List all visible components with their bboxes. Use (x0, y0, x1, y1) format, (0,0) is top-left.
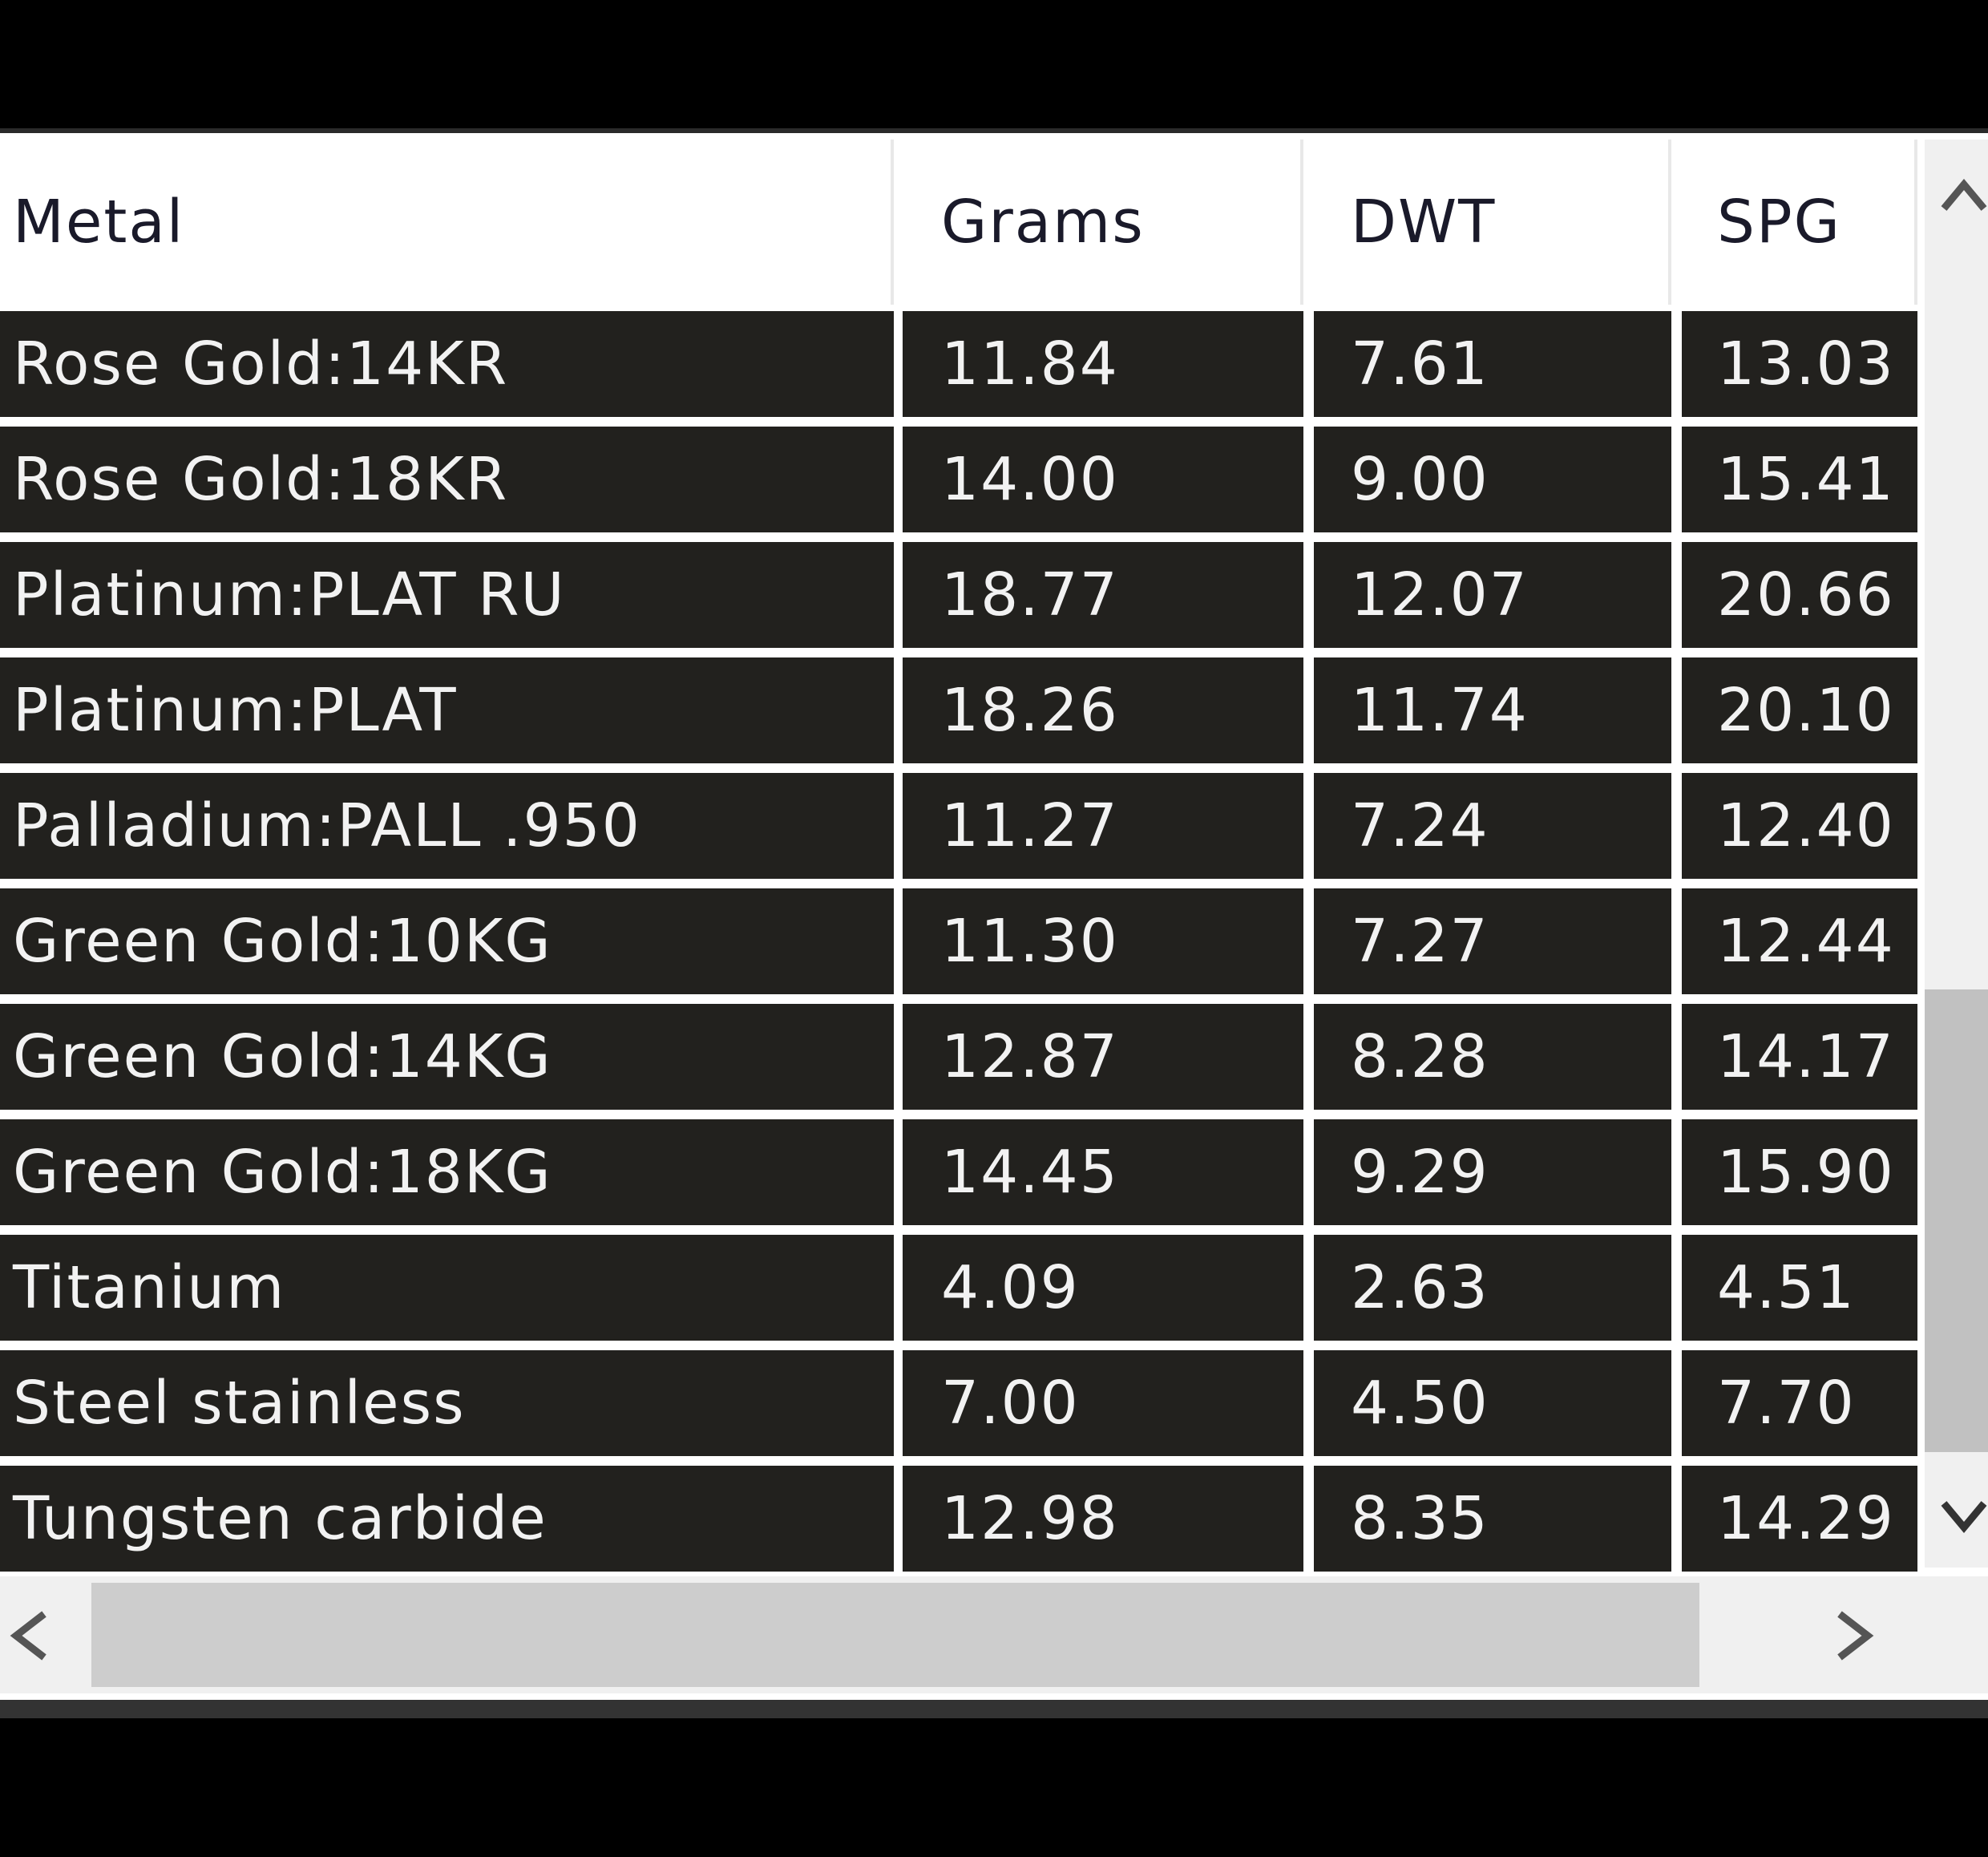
scroll-down-arrow[interactable] (1940, 1491, 1988, 1539)
column-header: Metal (0, 140, 894, 305)
table-cell: Rose Gold:18KR (0, 427, 894, 532)
table-cell: 15.41 (1682, 427, 1917, 532)
table-cell: 11.84 (903, 311, 1303, 417)
table-cell: 7.61 (1314, 311, 1671, 417)
table-cell: Green Gold:18KG (0, 1119, 894, 1225)
window-edge (0, 1700, 1988, 1718)
table-cell: 14.17 (1682, 1004, 1917, 1110)
table-cell: 11.30 (903, 888, 1303, 994)
table-cell: 14.45 (903, 1119, 1303, 1225)
table-cell: 18.26 (903, 657, 1303, 763)
table-cell: Titanium (0, 1235, 894, 1341)
vertical-scroll-thumb[interactable] (1925, 989, 1988, 1452)
table-cell: 4.51 (1682, 1235, 1917, 1341)
column-header: Grams (903, 140, 1303, 305)
table-cell: 7.27 (1314, 888, 1671, 994)
table-cell: 20.66 (1682, 542, 1917, 648)
table-cell: 13.03 (1682, 311, 1917, 417)
table-cell: Platinum:PLAT (0, 657, 894, 763)
table-cell: 7.24 (1314, 773, 1671, 879)
table-cell: 4.50 (1314, 1350, 1671, 1456)
scroll-left-arrow[interactable] (4, 1610, 52, 1661)
table-cell: 11.27 (903, 773, 1303, 879)
table-cell: 14.29 (1682, 1466, 1917, 1572)
table-cell: Green Gold:10KG (0, 888, 894, 994)
table-cell: 9.29 (1314, 1119, 1671, 1225)
scroll-up-arrow[interactable] (1940, 172, 1988, 220)
table-cell: 11.74 (1314, 657, 1671, 763)
scroll-right-arrow[interactable] (1832, 1610, 1880, 1661)
table-cell: 4.09 (903, 1235, 1303, 1341)
table-cell: Platinum:PLAT RU (0, 542, 894, 648)
table-cell: 18.77 (903, 542, 1303, 648)
table-cell: 2.63 (1314, 1235, 1671, 1341)
column-header: DWT (1314, 140, 1671, 305)
table-cell: 12.40 (1682, 773, 1917, 879)
table-cell: 15.90 (1682, 1119, 1917, 1225)
horizontal-scroll-thumb[interactable] (91, 1583, 1699, 1687)
table-cell: 8.35 (1314, 1466, 1671, 1572)
table-cell: 9.00 (1314, 427, 1671, 532)
table-cell: 7.70 (1682, 1350, 1917, 1456)
table-cell: 14.00 (903, 427, 1303, 532)
table-cell: 12.07 (1314, 542, 1671, 648)
table-cell: 12.87 (903, 1004, 1303, 1110)
table-cell: 12.98 (903, 1466, 1303, 1572)
column-header: SPG (1682, 140, 1917, 305)
table-cell: 20.10 (1682, 657, 1917, 763)
table-cell: Tungsten carbide (0, 1466, 894, 1572)
table-cell: Palladium:PALL .950 (0, 773, 894, 879)
table-cell: Steel stainless (0, 1350, 894, 1456)
table-cell: Green Gold:14KG (0, 1004, 894, 1110)
table-cell: Rose Gold:14KR (0, 311, 894, 417)
table-cell: 8.28 (1314, 1004, 1671, 1110)
table-cell: 7.00 (903, 1350, 1303, 1456)
table-cell: 12.44 (1682, 888, 1917, 994)
